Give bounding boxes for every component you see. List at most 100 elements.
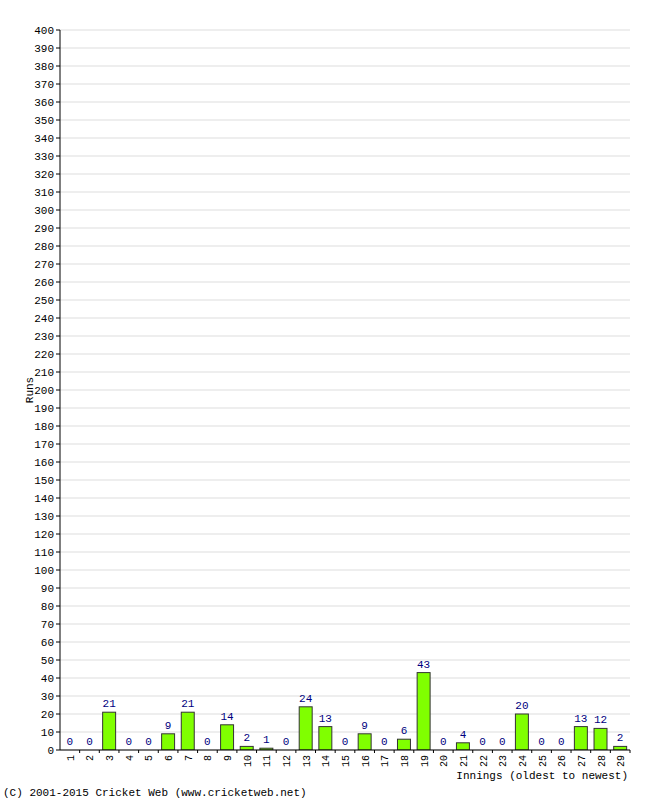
chart-container: 0102030405060708090100110120130140150160… <box>0 0 650 800</box>
y-tick-label: 250 <box>34 295 54 307</box>
y-tick <box>56 480 60 481</box>
data-label: 9 <box>361 720 368 732</box>
grid-line <box>60 300 630 301</box>
y-tick <box>56 336 60 337</box>
grid-line <box>60 210 630 211</box>
background <box>0 0 650 800</box>
data-label: 1 <box>263 734 270 746</box>
x-tick-label: 21 <box>459 755 470 767</box>
x-tick-label: 14 <box>321 755 332 767</box>
grid-line <box>60 156 630 157</box>
x-tick-label: 1 <box>66 755 77 761</box>
x-tick <box>177 750 178 753</box>
y-tick-label: 240 <box>34 313 54 325</box>
grid-line <box>60 642 630 643</box>
y-tick <box>56 30 60 31</box>
y-tick-label: 380 <box>34 61 54 73</box>
x-tick-label: 5 <box>144 755 155 761</box>
y-tick <box>56 102 60 103</box>
x-tick <box>158 750 159 753</box>
y-tick <box>56 300 60 301</box>
y-tick <box>56 570 60 571</box>
y-tick-label: 120 <box>34 529 54 541</box>
bar <box>397 739 410 750</box>
y-tick <box>56 642 60 643</box>
grid-line <box>60 228 630 229</box>
y-tick-label: 70 <box>41 619 54 631</box>
y-tick-label: 160 <box>34 457 54 469</box>
bar <box>614 746 627 750</box>
x-tick <box>374 750 375 753</box>
x-tick-label: 2 <box>85 755 96 761</box>
y-tick <box>56 588 60 589</box>
y-tick <box>56 624 60 625</box>
data-label: 21 <box>181 698 195 710</box>
x-tick-label: 9 <box>223 755 234 761</box>
y-tick <box>56 192 60 193</box>
x-axis-title: Innings (oldest to newest) <box>456 770 628 782</box>
y-tick-label: 390 <box>34 43 54 55</box>
grid-line <box>60 624 630 625</box>
grid-line <box>60 84 630 85</box>
x-tick <box>118 750 119 753</box>
x-tick-label: 7 <box>184 755 195 761</box>
data-label: 0 <box>204 736 211 748</box>
y-tick <box>56 498 60 499</box>
data-label: 9 <box>165 720 172 732</box>
bar <box>417 673 430 750</box>
grid-line <box>60 498 630 499</box>
bar <box>181 712 194 750</box>
y-tick-label: 60 <box>41 637 54 649</box>
grid-line <box>60 120 630 121</box>
y-tick-label: 20 <box>41 709 54 721</box>
grid-line <box>60 336 630 337</box>
x-tick-label: 26 <box>557 755 568 767</box>
grid-line <box>60 390 630 391</box>
bar <box>299 707 312 750</box>
data-label: 0 <box>538 736 545 748</box>
y-tick-label: 180 <box>34 421 54 433</box>
y-tick <box>56 444 60 445</box>
x-tick <box>138 750 139 753</box>
x-tick-label: 20 <box>439 755 450 767</box>
grid-line <box>60 534 630 535</box>
grid-line <box>60 552 630 553</box>
data-label: 2 <box>243 732 250 744</box>
data-label: 0 <box>145 736 152 748</box>
data-label: 0 <box>125 736 132 748</box>
grid-line <box>60 192 630 193</box>
y-tick-label: 100 <box>34 565 54 577</box>
grid-line <box>60 264 630 265</box>
grid-line <box>60 732 630 733</box>
y-tick <box>56 246 60 247</box>
grid-line <box>60 750 630 751</box>
y-tick-label: 150 <box>34 475 54 487</box>
y-tick-label: 320 <box>34 169 54 181</box>
y-tick <box>56 552 60 553</box>
data-label: 24 <box>299 693 313 705</box>
y-tick <box>56 606 60 607</box>
x-tick <box>492 750 493 753</box>
y-tick <box>56 264 60 265</box>
x-tick-label: 6 <box>164 755 175 761</box>
x-tick <box>610 750 611 753</box>
data-label: 13 <box>319 713 332 725</box>
x-tick-label: 24 <box>518 755 529 767</box>
y-tick-label: 80 <box>41 601 54 613</box>
y-tick <box>56 48 60 49</box>
x-tick-label: 13 <box>302 755 313 767</box>
footer-note: (C) 2001-2015 Cricket Web (www.cricketwe… <box>3 787 307 799</box>
y-tick-label: 40 <box>41 673 54 685</box>
data-label: 21 <box>103 698 117 710</box>
y-tick-label: 270 <box>34 259 54 271</box>
x-tick <box>295 750 296 753</box>
x-tick <box>413 750 414 753</box>
x-tick-label: 17 <box>380 755 391 767</box>
y-tick-label: 90 <box>41 583 54 595</box>
data-label: 0 <box>86 736 93 748</box>
y-tick-label: 360 <box>34 97 54 109</box>
grid-line <box>60 48 630 49</box>
grid-line <box>60 444 630 445</box>
y-tick <box>56 372 60 373</box>
y-tick-label: 310 <box>34 187 54 199</box>
